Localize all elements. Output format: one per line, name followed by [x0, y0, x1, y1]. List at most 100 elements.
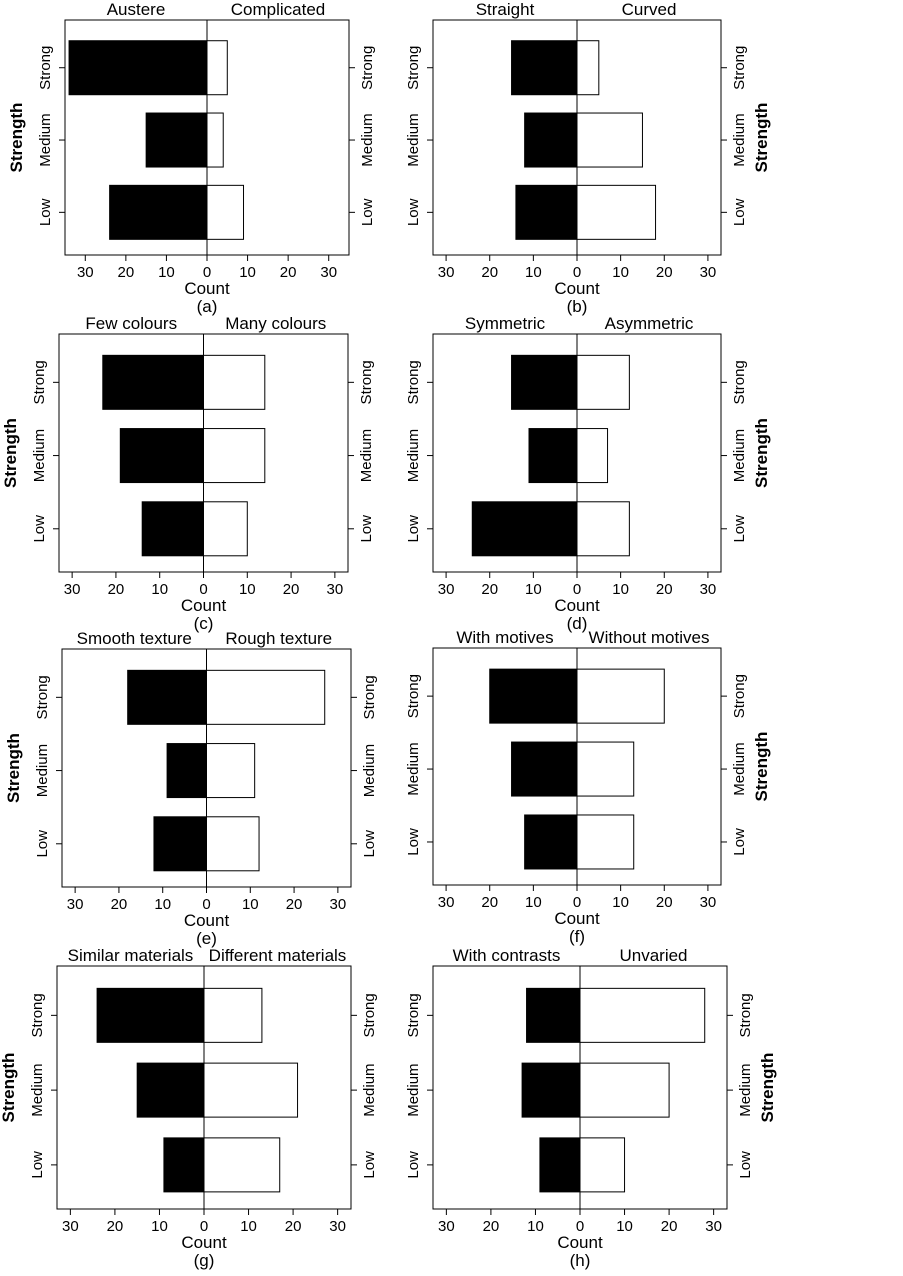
chart-panel: Strong Strong Medium Medium Low Low 30 20 10 0 10 2… [405, 314, 771, 633]
right-series-label: Curved [622, 0, 677, 19]
category-label-right: Strong [361, 993, 378, 1037]
x-tick-label: 0 [199, 581, 207, 598]
bar-right-strong [576, 40, 600, 96]
category-label-left: Medium [34, 744, 51, 797]
category-label-right: Medium [361, 744, 378, 797]
x-tick-label: 30 [438, 1218, 455, 1235]
bar-right-medium [206, 743, 256, 799]
x-tick-label: 10 [240, 1218, 257, 1235]
right-series-label: Unvaried [619, 946, 687, 965]
bar-left-low [153, 816, 207, 872]
x-tick-label: 30 [329, 1218, 346, 1235]
bar-left-medium [524, 112, 578, 168]
category-label-left: Medium [405, 113, 422, 166]
y-axis-label: Strength [4, 733, 23, 803]
x-tick-label: 30 [705, 1218, 722, 1235]
x-tick-label: 30 [67, 896, 84, 913]
category-label-right: Strong [361, 675, 378, 719]
category-label-right: Strong [358, 360, 375, 404]
x-tick-label: 0 [573, 894, 581, 911]
bar-left-low [515, 184, 578, 240]
x-tick-label: 10 [239, 581, 256, 598]
bar-left-medium [136, 1062, 205, 1118]
x-axis-label: Count [557, 1233, 603, 1252]
bar-right-low [203, 1137, 281, 1193]
category-label-right: Low [361, 830, 378, 858]
category-label-right: Low [361, 1151, 378, 1179]
category-label-right: Medium [361, 1063, 378, 1116]
x-tick-label: 10 [154, 896, 171, 913]
category-label-right: Medium [731, 113, 748, 166]
category-label-left: Low [29, 1151, 46, 1179]
category-label-left: Medium [29, 1063, 46, 1116]
chart-panel: Strong Strong Medium Medium Low Low 30 20 10 0 10 2… [4, 629, 378, 948]
bar-right-strong [203, 987, 263, 1043]
x-tick-label: 20 [280, 264, 297, 281]
bar-right-low [203, 501, 248, 557]
x-tick-label: 20 [118, 264, 135, 281]
x-tick-label: 30 [700, 264, 717, 281]
category-label-left: Strong [405, 674, 422, 718]
chart-panel: Strong Strong Medium Medium Low Low 30 20 10 0 10 2… [7, 0, 376, 316]
y-axis-label: Strength [752, 418, 771, 488]
left-series-label: Few colours [85, 314, 177, 333]
bar-right-medium [206, 112, 224, 168]
x-tick-label: 30 [700, 894, 717, 911]
x-axis-label: Count [181, 596, 227, 615]
bar-right-strong [576, 668, 665, 724]
category-label-left: Strong [405, 993, 422, 1037]
chart-panel: Strong Strong Medium Medium Low Low 30 20 10 0 10 2… [1, 314, 375, 633]
panel-caption: (f) [569, 927, 585, 946]
category-label-left: Medium [405, 429, 422, 482]
bar-left-medium [119, 428, 204, 484]
x-tick-label: 20 [111, 896, 128, 913]
y-axis-label: Strength [0, 1053, 18, 1123]
bar-right-low [576, 814, 635, 870]
x-tick-label: 10 [527, 1218, 544, 1235]
category-label-left: Strong [405, 360, 422, 404]
category-label-left: Strong [405, 46, 422, 90]
x-tick-label: 30 [327, 581, 344, 598]
bar-left-strong [127, 669, 207, 725]
bar-right-medium [203, 1062, 299, 1118]
left-series-label: Symmetric [465, 314, 546, 333]
category-label-right: Strong [731, 46, 748, 90]
right-series-label: Many colours [225, 314, 326, 333]
x-tick-label: 10 [525, 894, 542, 911]
category-label-right: Medium [359, 113, 376, 166]
x-axis-label: Count [554, 596, 600, 615]
bar-left-medium [521, 1062, 581, 1118]
bar-right-medium [203, 428, 266, 484]
right-series-label: Different materials [209, 946, 347, 965]
x-tick-label: 20 [481, 264, 498, 281]
left-series-label: Smooth texture [77, 629, 192, 648]
y-axis-label: Strength [758, 1053, 777, 1123]
x-tick-label: 20 [661, 1218, 678, 1235]
y-axis-label: Strength [752, 732, 771, 802]
x-tick-label: 10 [612, 894, 629, 911]
x-tick-label: 0 [202, 896, 210, 913]
left-series-label: Straight [476, 0, 535, 19]
y-axis-label: Strength [7, 103, 26, 173]
chart-panel: Strong Strong Medium Medium Low Low 30 20 10 0 10 2… [405, 0, 771, 316]
category-label-left: Low [31, 515, 48, 543]
category-label-left: Medium [37, 113, 54, 166]
left-series-label: Similar materials [68, 946, 194, 965]
x-tick-label: 10 [151, 1218, 168, 1235]
x-tick-label: 30 [700, 581, 717, 598]
bar-left-strong [68, 40, 208, 96]
x-tick-label: 10 [525, 264, 542, 281]
x-tick-label: 20 [107, 1218, 124, 1235]
x-tick-label: 20 [283, 581, 300, 598]
left-series-label: With contrasts [453, 946, 561, 965]
x-tick-label: 10 [612, 581, 629, 598]
x-axis-label: Count [181, 1233, 227, 1252]
x-tick-label: 0 [573, 264, 581, 281]
x-tick-label: 30 [64, 581, 81, 598]
x-tick-label: 10 [525, 581, 542, 598]
chart-panel: Strong Strong Medium Medium Low Low 30 20 10 0 10 2… [0, 946, 378, 1270]
bar-left-strong [489, 668, 578, 724]
x-tick-label: 20 [286, 896, 303, 913]
x-axis-label: Count [184, 911, 230, 930]
